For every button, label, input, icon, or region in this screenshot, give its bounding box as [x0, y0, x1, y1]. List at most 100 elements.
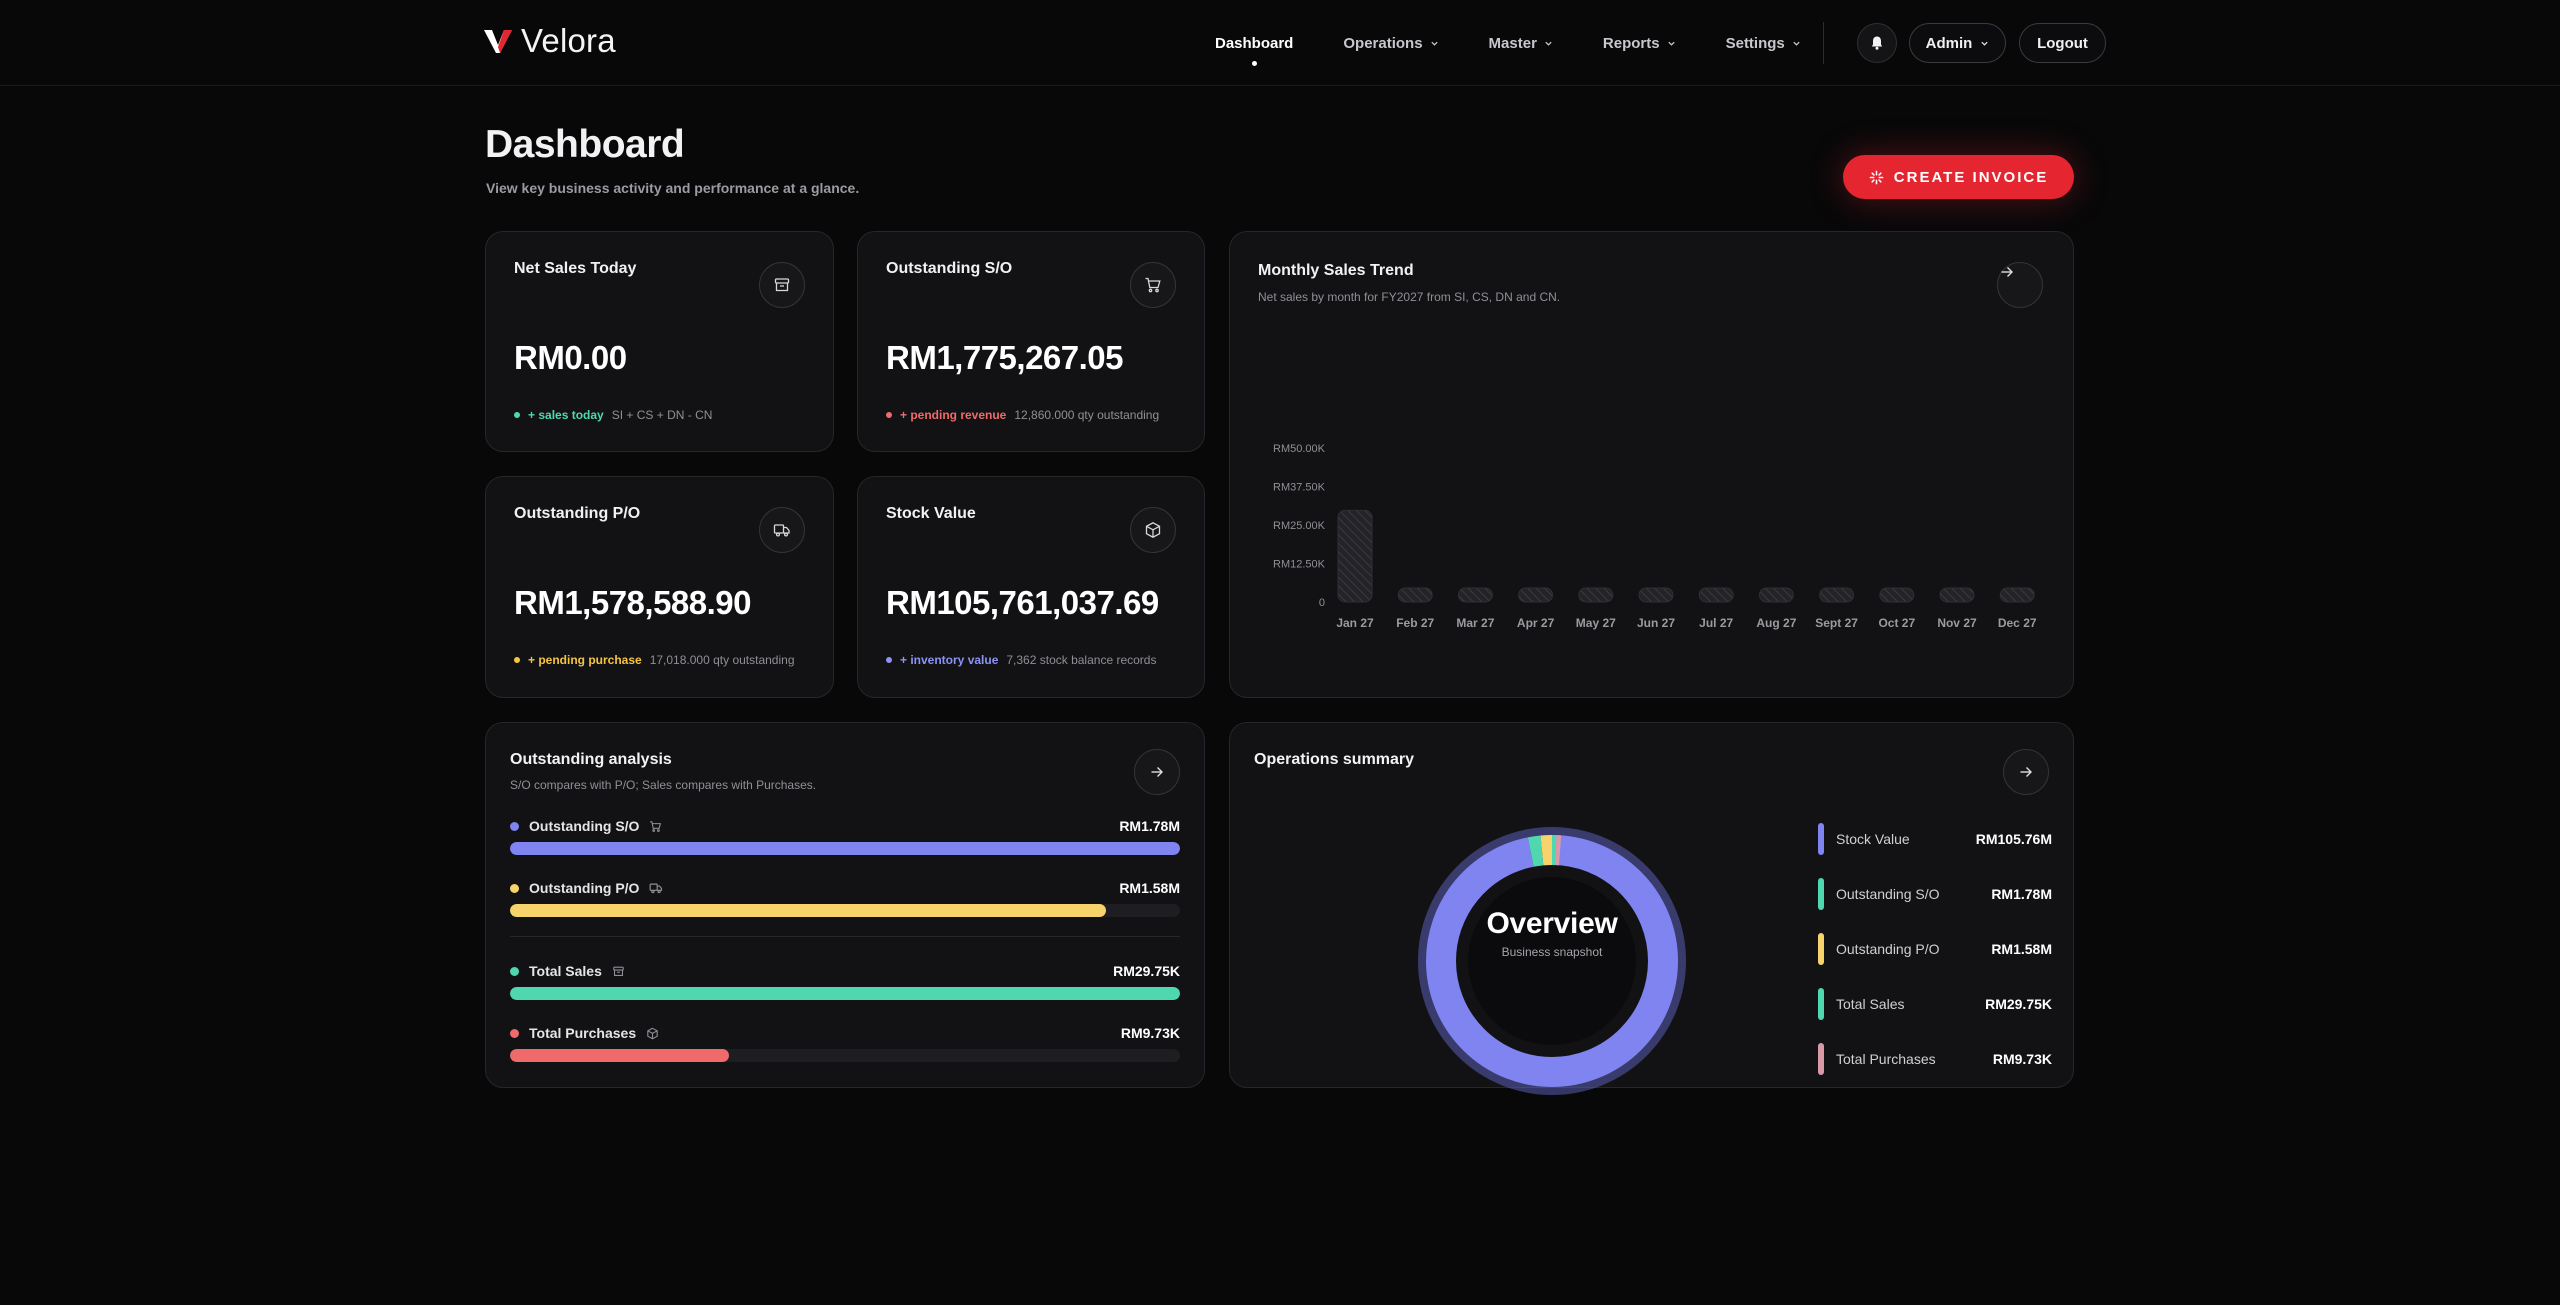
box-icon — [647, 1027, 658, 1039]
logout-button[interactable]: Logout — [2019, 23, 2106, 63]
sales-trend-chart: 0 RM12.50K RM25.00K RM37.50K RM50.00K Jan 27… — [1273, 443, 2037, 630]
legend-value: RM9.73K — [1992, 1050, 2052, 1067]
arrow-right-icon — [2020, 767, 2032, 777]
kpi-tag: + inventory value — [900, 653, 999, 667]
brand-name: Velora — [521, 22, 616, 59]
legend-value: RM105.76M — [1975, 830, 2052, 847]
kpi-icon-badge — [1130, 262, 1176, 308]
progress-track — [510, 842, 1180, 855]
nav-reports-label: Reports — [1602, 34, 1660, 52]
bar[interactable] — [1457, 587, 1493, 603]
progress-track — [510, 1049, 1180, 1062]
progress-fill — [510, 1049, 730, 1062]
y-tick-label: RM37.50K — [1273, 482, 1326, 494]
legend-label: Outstanding S/O — [1836, 885, 1940, 902]
nav-settings-label: Settings — [1725, 34, 1785, 52]
archive-icon — [774, 278, 790, 292]
bar[interactable] — [1758, 587, 1794, 603]
bar[interactable] — [1337, 509, 1373, 603]
kpi-title: Net Sales Today — [514, 260, 637, 277]
series-dot — [510, 966, 519, 976]
nav-reports[interactable]: Reports — [1603, 35, 1676, 52]
analysis-label: Outstanding P/O — [529, 880, 640, 896]
open-ops-button[interactable] — [2003, 749, 2049, 795]
kpi-icon-badge — [759, 262, 805, 308]
analysis-label: Total Purchases — [529, 1025, 637, 1041]
kpi-title: Outstanding P/O — [514, 505, 641, 522]
progress-fill — [510, 904, 1106, 917]
create-invoice-button[interactable]: CREATE INVOICE — [1843, 155, 2074, 199]
legend-label: Outstanding P/O — [1836, 940, 1940, 957]
legend-swatch — [1818, 877, 1824, 910]
kpi-note: 7,362 stock balance records — [1006, 653, 1157, 667]
page-subtitle: View key business activity and performan… — [486, 180, 860, 196]
kpi-title: Stock Value — [886, 505, 976, 522]
bar[interactable] — [1698, 587, 1734, 603]
chevron-down-icon — [1430, 41, 1438, 46]
x-tick-label: Feb 27 — [1396, 616, 1434, 630]
donut-subtitle: Business snapshot — [1501, 945, 1603, 959]
bar[interactable] — [1939, 587, 1975, 603]
ops-title: Operations summary — [1254, 751, 1415, 768]
bar[interactable] — [1879, 587, 1915, 603]
kpi-tag: + pending purchase — [528, 653, 642, 667]
analysis-row-total-sales: Total Sales RM29.75K — [510, 962, 1180, 1002]
open-analysis-button[interactable] — [1134, 749, 1180, 795]
x-tick-label: Nov 27 — [1937, 616, 1977, 630]
legend-swatch — [1818, 987, 1824, 1020]
notifications-button[interactable] — [1857, 23, 1897, 63]
bar[interactable] — [1397, 587, 1433, 603]
kpi-card-outstanding-so: Outstanding S/O RM1,775,267.05 + pending… — [857, 231, 1205, 452]
legend-value: RM1.78M — [1991, 885, 2052, 902]
analysis-row-outstanding-so: Outstanding S/O RM1.78M — [510, 817, 1180, 857]
user-menu-button[interactable]: Admin — [1909, 23, 2006, 63]
kpi-card-stock-value: Stock Value RM105,761,037.69 + inventory… — [857, 476, 1205, 698]
legend-item-total-sales: Total Sales RM29.75K — [1818, 976, 2052, 1031]
x-tick-label: Apr 27 — [1517, 616, 1555, 630]
cart-icon — [650, 820, 662, 832]
donut-center-disc — [1468, 877, 1636, 1045]
kpi-note: SI + CS + DN - CN — [611, 408, 713, 422]
operations-summary-card: Operations summary Overview Business sna… — [1229, 722, 2074, 1095]
nav-settings[interactable]: Settings — [1726, 35, 1801, 52]
nav-master[interactable]: Master — [1489, 35, 1553, 52]
kpi-value: RM0.00 — [514, 339, 627, 376]
nav-dashboard[interactable]: Dashboard — [1215, 35, 1293, 66]
y-tick-label: 0 — [1319, 597, 1325, 609]
kpi-card-outstanding-po: Outstanding P/O RM1,578,588.90 + pending… — [485, 476, 834, 698]
ops-legend: Stock Value RM105.76M Outstanding S/O RM… — [1818, 811, 2052, 1086]
box-icon — [1145, 522, 1161, 538]
progress-track — [510, 904, 1180, 917]
analysis-value: RM29.75K — [1113, 963, 1180, 979]
bar[interactable] — [1518, 587, 1554, 603]
operations-donut-chart — [1418, 827, 1686, 1095]
bar[interactable] — [1999, 587, 2035, 603]
kpi-card-net-sales-today: Net Sales Today RM0.00 + sales today SI … — [485, 231, 834, 452]
progress-fill — [510, 987, 1180, 1000]
bar[interactable] — [1578, 587, 1614, 603]
chevron-down-icon — [1545, 41, 1552, 46]
truck-icon — [773, 524, 790, 537]
series-dot — [510, 1028, 519, 1038]
y-tick-label: RM12.50K — [1273, 559, 1326, 571]
chevron-down-icon — [1793, 41, 1800, 46]
sparkle-icon — [1869, 170, 1884, 184]
nav-operations[interactable]: Operations — [1343, 35, 1438, 52]
donut-center-label: Overview Business snapshot — [1438, 907, 1666, 959]
status-dot — [514, 657, 520, 663]
bar[interactable] — [1638, 587, 1674, 603]
open-chart-button[interactable] — [1997, 262, 2043, 308]
brand[interactable]: Velora — [483, 22, 616, 60]
analysis-row-total-purchases: Total Purchases RM9.73K — [510, 1024, 1180, 1064]
monthly-sales-trend-card: Monthly Sales Trend Net sales by month f… — [1229, 231, 2074, 698]
donut-segment[interactable] — [1426, 835, 1678, 1087]
bar[interactable] — [1819, 587, 1855, 603]
kpi-footer: + pending purchase 17,018.000 qty outsta… — [514, 653, 795, 667]
truck-icon — [650, 883, 663, 894]
legend-swatch — [1818, 932, 1824, 965]
legend-value: RM29.75K — [1985, 995, 2052, 1012]
kpi-footer: + sales today SI + CS + DN - CN — [514, 408, 712, 422]
kpi-note: 17,018.000 qty outstanding — [649, 653, 795, 667]
kpi-value: RM1,775,267.05 — [886, 339, 1124, 376]
chart-subtitle: Net sales by month for FY2027 from SI, C… — [1258, 290, 1561, 304]
